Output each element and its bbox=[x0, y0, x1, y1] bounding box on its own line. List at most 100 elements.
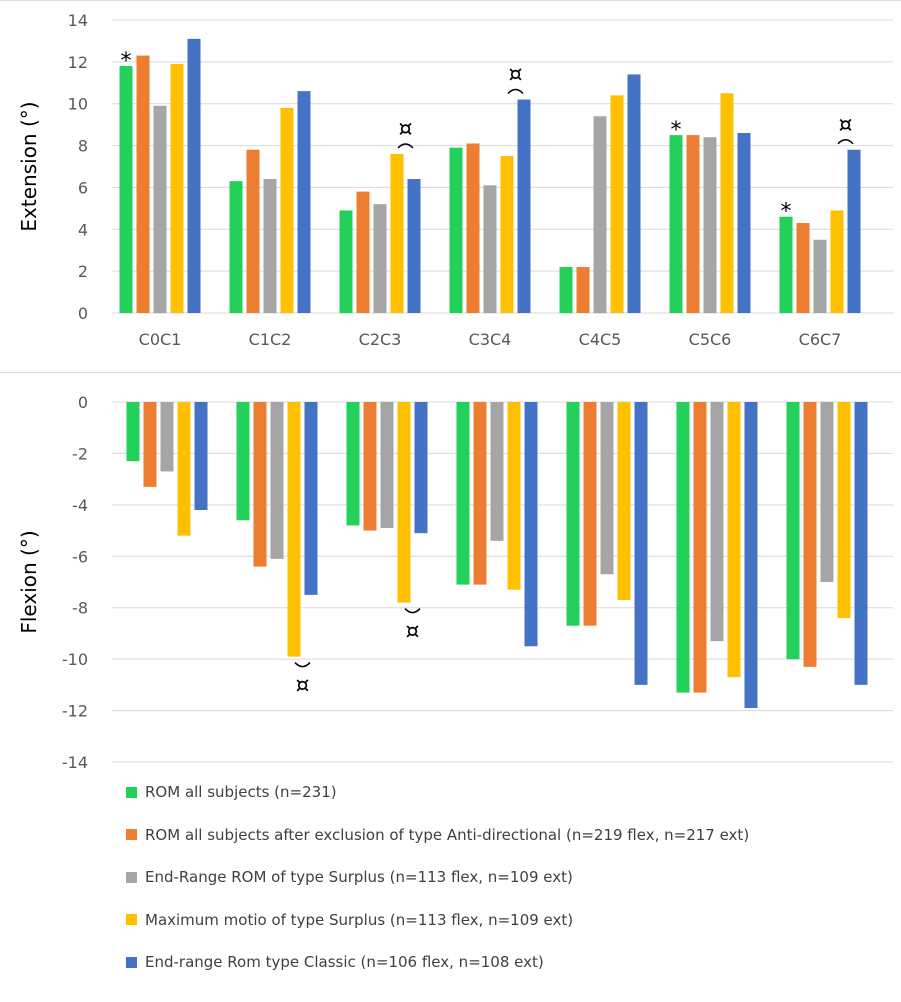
significance-marker: ¤ bbox=[509, 63, 523, 88]
legend-label: End-range Rom type Classic (n=106 flex, … bbox=[145, 953, 544, 971]
y-tick-label: -4 bbox=[72, 496, 88, 515]
bar bbox=[280, 107, 294, 314]
bar bbox=[473, 402, 487, 585]
legend-item-rom-excl: ROM all subjects after exclusion of type… bbox=[126, 825, 749, 845]
bar bbox=[490, 402, 504, 541]
bar bbox=[786, 402, 800, 660]
legend-swatch bbox=[126, 829, 137, 840]
legend-item-classic: End-range Rom type Classic (n=106 flex, … bbox=[126, 952, 749, 972]
bar bbox=[263, 179, 277, 313]
y-tick-label: -8 bbox=[72, 599, 88, 618]
bar bbox=[194, 402, 208, 510]
bar bbox=[414, 402, 428, 534]
significance-marker: * bbox=[781, 200, 792, 225]
y-tick-label: 0 bbox=[78, 393, 88, 412]
bar bbox=[143, 402, 157, 487]
bar bbox=[517, 99, 531, 314]
bar bbox=[304, 402, 318, 595]
legend-label: ROM all subjects (n=231) bbox=[145, 783, 337, 801]
bar bbox=[854, 402, 868, 685]
bar bbox=[837, 402, 851, 618]
legend-swatch bbox=[126, 956, 137, 968]
legend: ROM all subjects (n=231) ROM all subject… bbox=[126, 782, 749, 995]
bar bbox=[270, 402, 284, 559]
bar bbox=[669, 135, 683, 313]
bar bbox=[356, 191, 370, 313]
bar bbox=[559, 266, 573, 313]
legend-item-rom-all: ROM all subjects (n=231) bbox=[126, 782, 749, 802]
bar bbox=[407, 179, 421, 313]
bar bbox=[686, 135, 700, 313]
bar bbox=[847, 149, 861, 313]
x-tick-label: C0C1 bbox=[139, 330, 182, 349]
bar bbox=[126, 402, 140, 462]
bar bbox=[610, 95, 624, 313]
y-tick-label: 12 bbox=[68, 53, 88, 72]
bar bbox=[466, 143, 480, 313]
bar bbox=[287, 402, 301, 657]
bar bbox=[456, 402, 470, 585]
significance-bracket bbox=[507, 88, 524, 95]
legend-label: ROM all subjects after exclusion of type… bbox=[145, 825, 750, 844]
x-tick-label: C6C7 bbox=[799, 330, 842, 349]
bar bbox=[187, 38, 201, 313]
x-tick-label: C2C3 bbox=[359, 330, 402, 349]
bar bbox=[693, 402, 707, 693]
y-tick-label: -12 bbox=[62, 702, 88, 721]
bar bbox=[500, 156, 514, 313]
y-tick-label: 10 bbox=[68, 95, 88, 114]
bar bbox=[524, 402, 538, 647]
y-tick-label: 2 bbox=[78, 262, 88, 281]
bar bbox=[380, 402, 394, 528]
significance-marker: ¤ bbox=[296, 674, 310, 699]
bar bbox=[449, 147, 463, 313]
significance-marker: ¤ bbox=[399, 117, 413, 142]
y-tick-label: 6 bbox=[78, 178, 88, 197]
bar bbox=[236, 402, 250, 521]
bar bbox=[627, 74, 641, 314]
y-tick-label: 0 bbox=[78, 304, 88, 323]
bar bbox=[830, 210, 844, 313]
significance-marker: * bbox=[671, 118, 682, 143]
y-axis-title: Extension (°) bbox=[17, 101, 41, 231]
legend-label: Maximum motio of type Surplus (n=113 fle… bbox=[145, 910, 574, 929]
bar bbox=[803, 402, 817, 667]
significance-marker: * bbox=[121, 49, 132, 74]
bar bbox=[634, 402, 648, 685]
bar bbox=[727, 402, 741, 678]
significance-bracket bbox=[404, 608, 421, 614]
bar bbox=[617, 402, 631, 600]
significance-marker: ¤ bbox=[839, 113, 853, 138]
y-axis-title: Flexion (°) bbox=[17, 530, 41, 633]
bar bbox=[593, 116, 607, 314]
y-tick-label: -6 bbox=[72, 547, 88, 566]
bar bbox=[297, 91, 311, 314]
bar bbox=[246, 149, 260, 313]
bar bbox=[576, 266, 590, 313]
x-tick-label: C3C4 bbox=[469, 330, 512, 349]
bar bbox=[483, 185, 497, 313]
bar bbox=[813, 239, 827, 313]
legend-item-end-range-surplus: End-Range ROM of type Surplus (n=113 fle… bbox=[126, 867, 749, 887]
bar bbox=[339, 210, 353, 313]
y-tick-label: -14 bbox=[62, 753, 88, 772]
bar bbox=[373, 204, 387, 313]
legend-swatch bbox=[126, 871, 137, 883]
bar bbox=[390, 153, 404, 313]
significance-marker: ¤ bbox=[406, 620, 420, 645]
x-tick-label: C1C2 bbox=[249, 330, 292, 349]
bar bbox=[253, 402, 267, 567]
bar bbox=[796, 223, 810, 313]
x-tick-label: C4C5 bbox=[579, 330, 622, 349]
legend-item-max-surplus: Maximum motio of type Surplus (n=113 fle… bbox=[126, 910, 749, 930]
bar bbox=[820, 402, 834, 582]
bar bbox=[779, 216, 793, 313]
extension-chart: 0 2 4 6 8 10 12 14 Extension (°) C0C1 C1C2 C2C3 C3C4… bbox=[0, 0, 901, 349]
bar bbox=[229, 181, 243, 313]
bar bbox=[566, 402, 580, 626]
bar bbox=[744, 402, 758, 708]
legend-swatch bbox=[126, 786, 137, 798]
bar bbox=[737, 133, 751, 313]
bar bbox=[710, 402, 724, 642]
